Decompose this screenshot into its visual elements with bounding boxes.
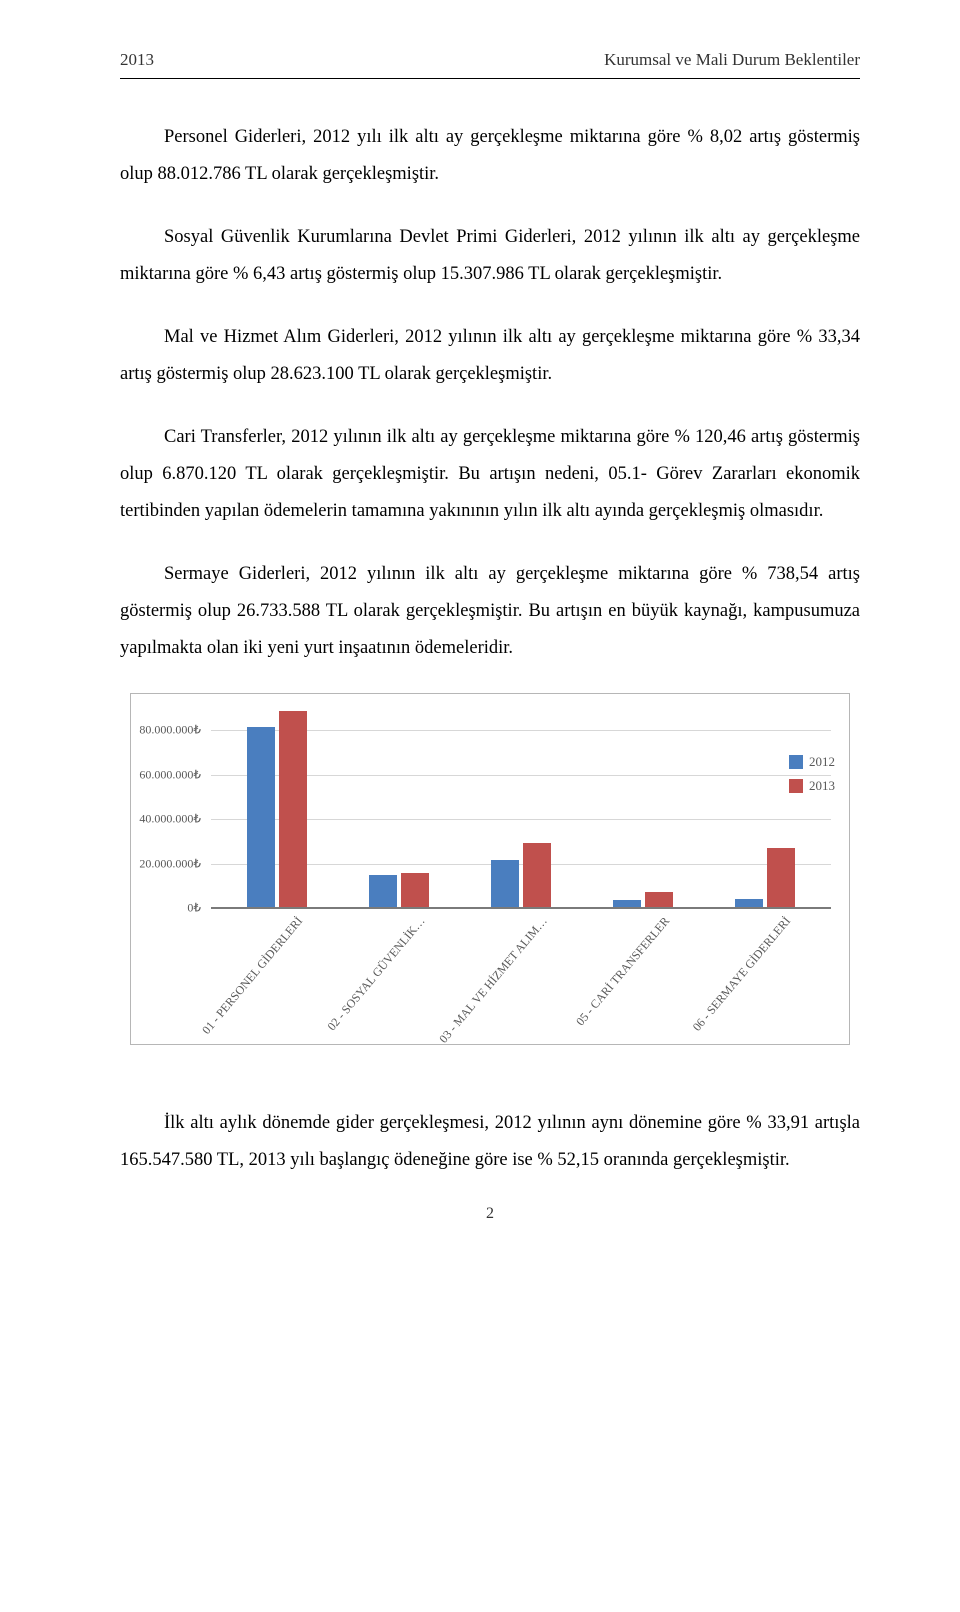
header-year: 2013 (120, 50, 154, 70)
page-header: 2013 Kurumsal ve Mali Durum Beklentiler (120, 50, 860, 70)
chart-bar (735, 899, 763, 907)
chart-y-tick-label: 40.000.000₺ (131, 812, 201, 827)
chart-x-tick-label: 05 - CARİ TRANSFERLER (573, 914, 673, 1029)
chart-legend-swatch (789, 779, 803, 793)
chart-x-tick-label: 03 - MAL VE HİZMET ALIM… (436, 914, 550, 1046)
chart-legend-item: 2013 (789, 778, 835, 794)
chart-bar (279, 711, 307, 907)
chart-bar (523, 843, 551, 907)
chart-bar (613, 900, 641, 907)
header-rule (120, 78, 860, 79)
paragraph-1: Personel Giderleri, 2012 yılı ilk altı a… (120, 119, 860, 193)
chart-x-tick-label: 02 - SOSYAL GÜVENLİK… (325, 914, 429, 1034)
chart-x-labels: 01 - PERSONEL GİDERLERİ02 - SOSYAL GÜVEN… (211, 908, 831, 1008)
paragraph-6: İlk altı aylık dönemde gider gerçekleşme… (120, 1105, 860, 1179)
chart-bar (767, 848, 795, 907)
chart-legend-item: 2012 (789, 754, 835, 770)
page: 2013 Kurumsal ve Mali Durum Beklentiler … (0, 0, 960, 1283)
page-number: 2 (120, 1205, 860, 1223)
chart-y-tick-label: 80.000.000₺ (131, 723, 201, 738)
chart-y-tick-label: 60.000.000₺ (131, 767, 201, 782)
bar-chart: 0₺ 20.000.000₺ 40.000.000₺ 60.000.000₺ 80.00… (130, 693, 850, 1045)
chart-bar (401, 873, 429, 907)
chart-legend: 2012 2013 (789, 754, 835, 802)
chart-legend-swatch (789, 755, 803, 769)
paragraph-5: Sermaye Giderleri, 2012 yılının ilk altı… (120, 556, 860, 667)
header-title: Kurumsal ve Mali Durum Beklentiler (604, 50, 860, 70)
chart-bar (645, 892, 673, 907)
chart-plot-area: 0₺20.000.000₺40.000.000₺60.000.000₺80.00… (211, 708, 831, 908)
chart-legend-label: 2012 (809, 754, 835, 770)
chart-legend-label: 2013 (809, 778, 835, 794)
paragraph-4: Cari Transferler, 2012 yılının ilk altı … (120, 419, 860, 530)
chart-bar (491, 860, 519, 907)
chart-bar (369, 875, 397, 907)
chart-x-tick-label: 01 - PERSONEL GİDERLERİ (200, 914, 307, 1037)
chart-y-tick-label: 0₺ (131, 901, 201, 916)
chart-y-tick-label: 20.000.000₺ (131, 856, 201, 871)
paragraph-3: Mal ve Hizmet Alım Giderleri, 2012 yılın… (120, 319, 860, 393)
chart-bar (247, 727, 275, 907)
paragraph-2: Sosyal Güvenlik Kurumlarına Devlet Primi… (120, 219, 860, 293)
chart-x-tick-label: 06 - SERMAYE GİDERLERİ (690, 914, 794, 1034)
